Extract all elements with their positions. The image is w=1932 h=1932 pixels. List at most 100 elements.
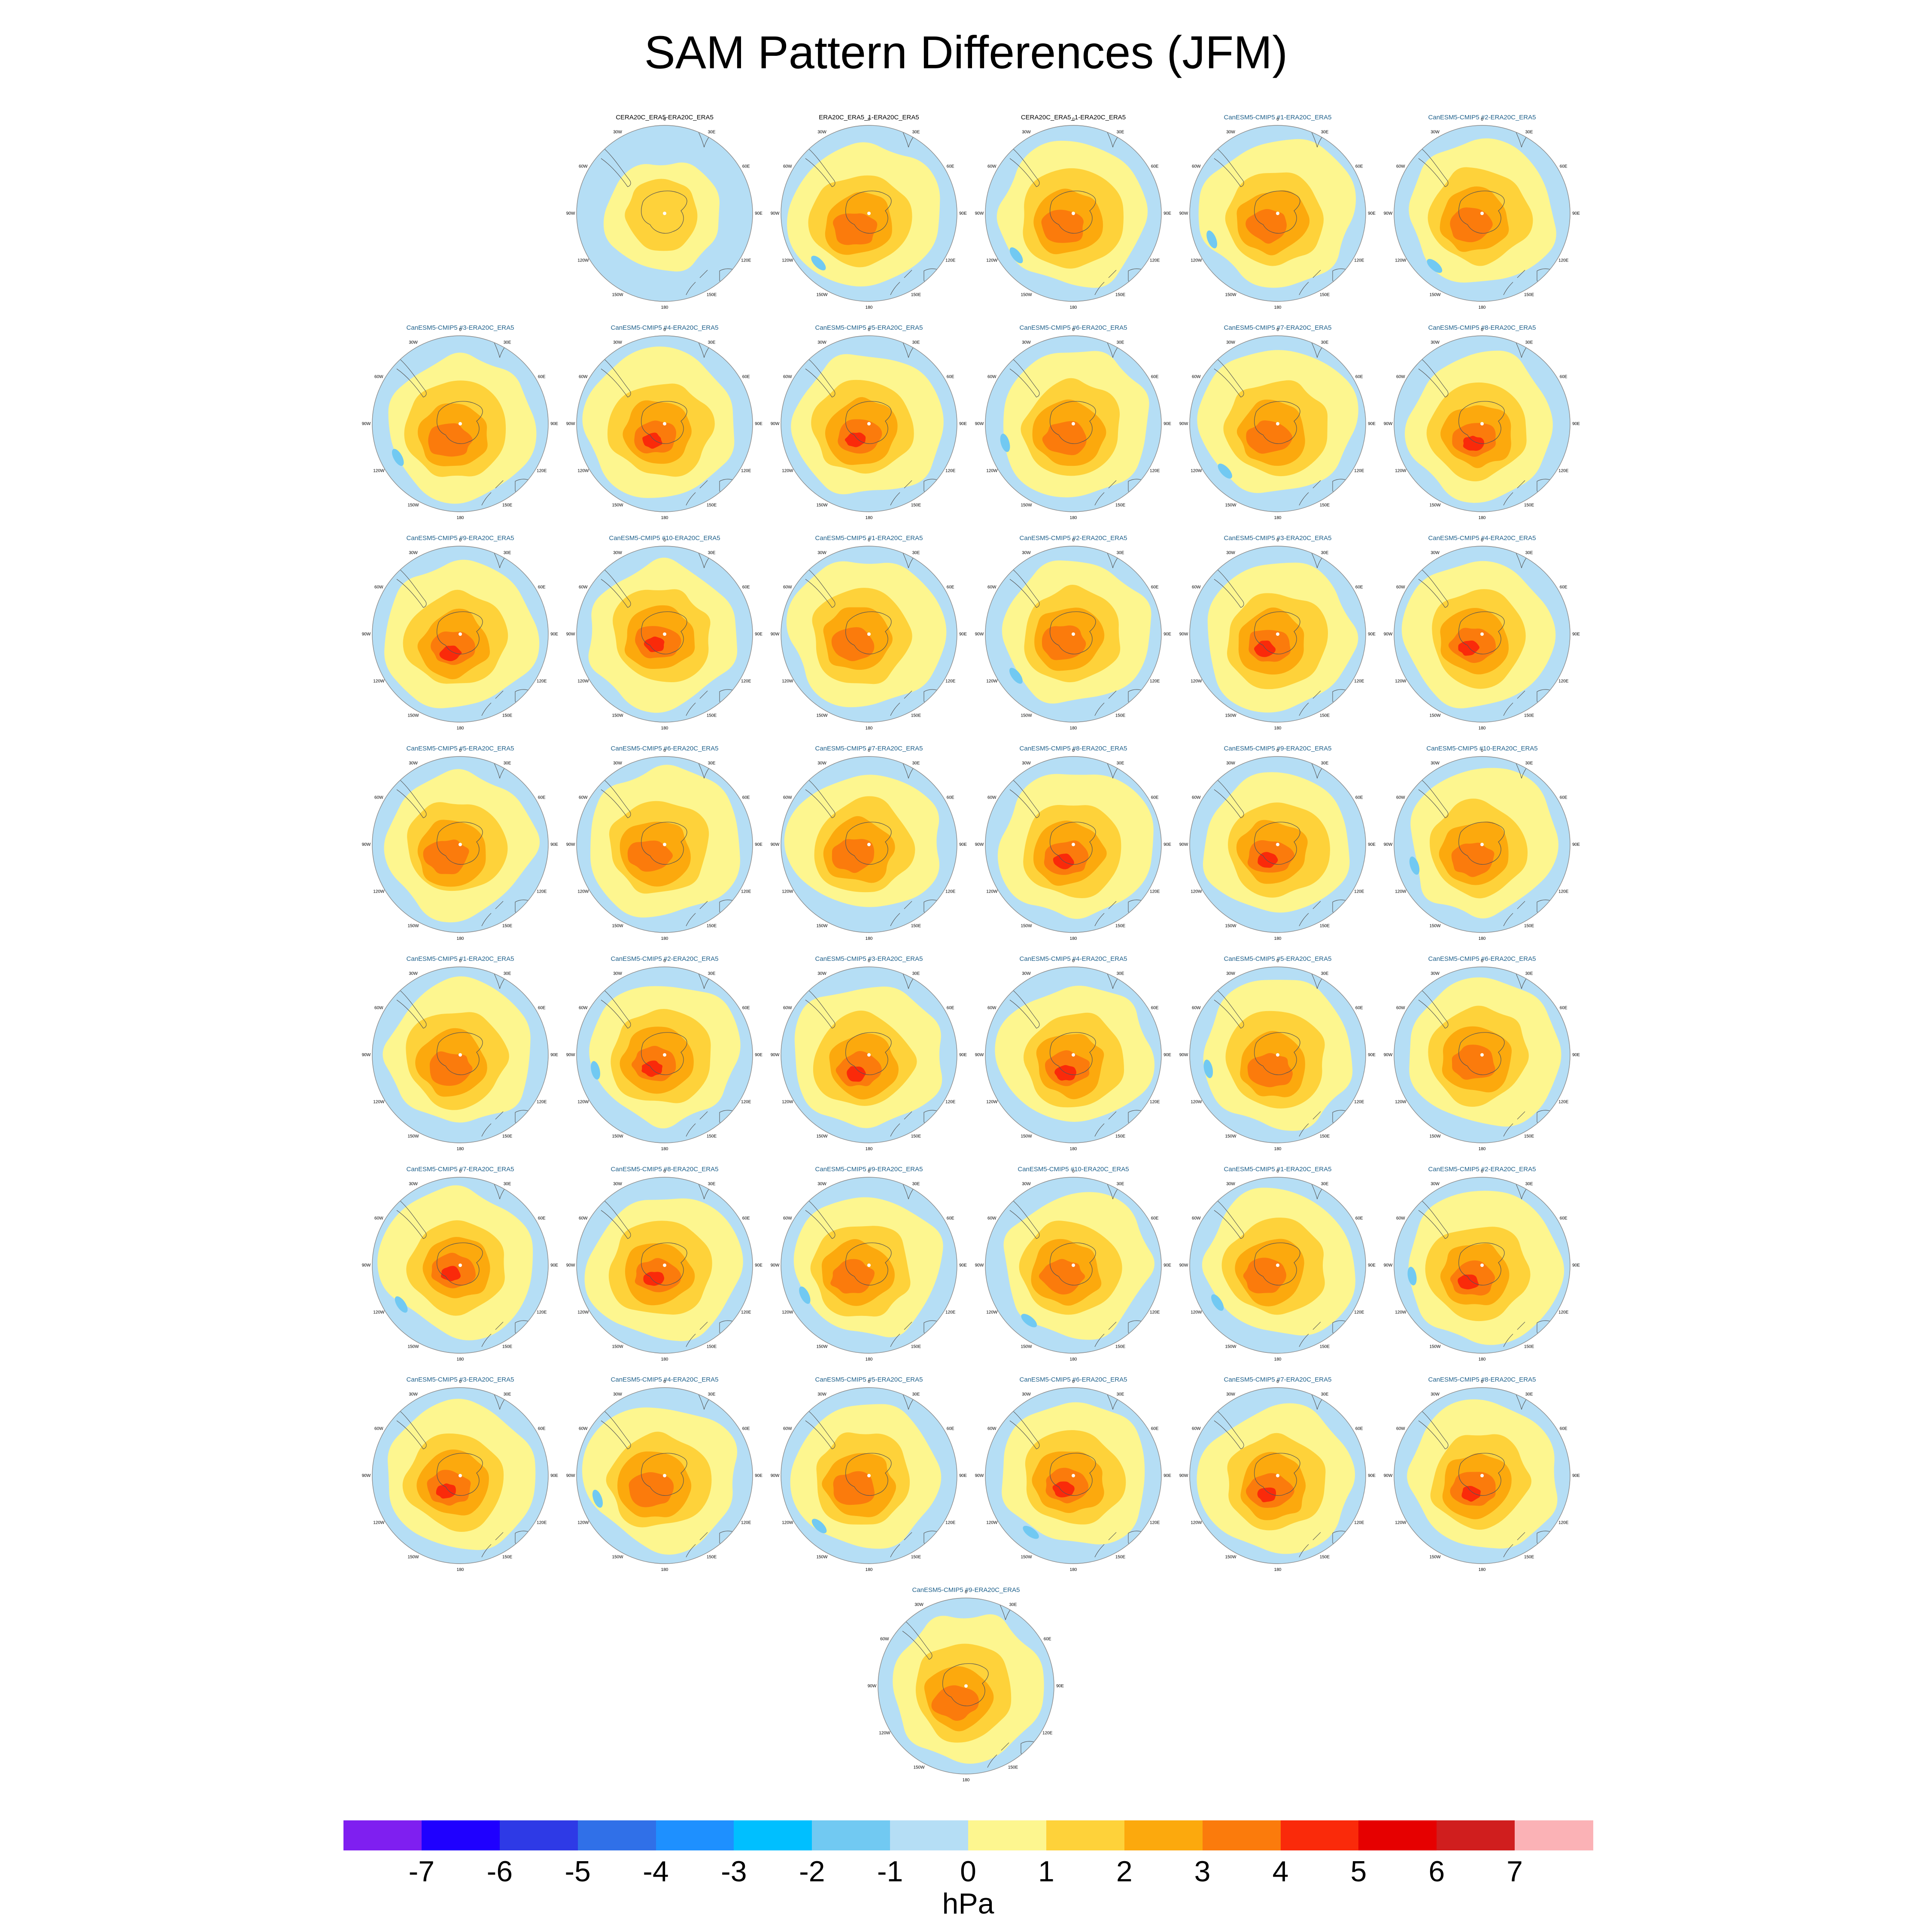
- map-outline: [781, 1387, 957, 1564]
- longitude-label: 120E: [741, 1100, 751, 1105]
- antarctica-coastline: [845, 191, 892, 234]
- longitude-label: 120W: [782, 1521, 793, 1525]
- new-zealand-coastline: [1094, 270, 1117, 295]
- longitude-label: 60W: [783, 1427, 792, 1431]
- longitude-label: 90W: [566, 632, 575, 637]
- longitude-label: 180: [457, 726, 464, 731]
- map-outline: [576, 756, 753, 933]
- negative-patch: [591, 1061, 600, 1080]
- contour-level: [931, 1685, 979, 1721]
- longitude-label: 60W: [1192, 585, 1201, 590]
- map-panel: CanESM5-CMIP5 #8-ERA20C_ERA5 0 30E 60E 90E 12…: [1384, 1376, 1580, 1574]
- longitude-label: 0: [663, 328, 666, 332]
- antarctica-coastline: [1050, 1032, 1096, 1075]
- pole-marker: [1072, 422, 1075, 425]
- longitude-label: 120E: [1150, 469, 1160, 474]
- south-america-coastline: [1214, 780, 1244, 818]
- longitude-label: 60E: [1560, 164, 1567, 169]
- longitude-label: 90W: [1179, 1053, 1188, 1057]
- map-outline: [985, 125, 1162, 302]
- longitude-label: 60W: [987, 1216, 996, 1221]
- new-zealand-coastline: [1503, 1532, 1525, 1558]
- longitude-label: 90W: [868, 1684, 877, 1689]
- longitude-label: 60E: [742, 1427, 750, 1431]
- longitude-label: 30W: [817, 1182, 826, 1186]
- colorbar-cell: [421, 1820, 500, 1850]
- longitude-label: 60W: [1396, 1006, 1405, 1011]
- map-panel: CanESM5-CMIP5 #10-ERA20C_ERA5 0 30E 60E 90E 1…: [1384, 745, 1580, 942]
- longitude-label: 0: [868, 1379, 870, 1384]
- longitude-label: 0: [459, 328, 462, 332]
- pole-marker: [1276, 422, 1279, 425]
- south-america-coastline: [1214, 149, 1244, 187]
- map-outline: [781, 125, 957, 302]
- longitude-label: 180: [1070, 1147, 1077, 1151]
- longitude-label: 120W: [373, 1521, 385, 1525]
- longitude-label: 60W: [987, 1006, 996, 1011]
- map-outline: [1189, 125, 1366, 302]
- longitude-label: 120W: [879, 1731, 890, 1736]
- new-zealand-coastline: [481, 480, 504, 506]
- pole-marker: [867, 422, 871, 425]
- negative-patch: [799, 1286, 811, 1304]
- antarctica-coastline: [1254, 1453, 1300, 1496]
- pole-marker: [663, 1264, 666, 1267]
- longitude-label: 150W: [816, 293, 828, 298]
- longitude-label: 0: [868, 1169, 870, 1174]
- longitude-label: 0: [1481, 117, 1483, 122]
- antarctica-coastline: [1458, 1453, 1505, 1496]
- longitude-label: 120W: [782, 1100, 793, 1105]
- longitude-label: 30E: [504, 550, 511, 555]
- colorbar-tick-label: 6: [1428, 1855, 1445, 1888]
- new-zealand-coastline: [890, 270, 912, 295]
- new-zealand-coastline: [1503, 690, 1525, 716]
- panel-title: CanESM5-CMIP5 #2-ERA20C_ERA5: [1428, 114, 1536, 121]
- longitude-label: 60W: [579, 375, 588, 380]
- pole-marker: [663, 1053, 666, 1057]
- longitude-label: 60E: [1560, 1427, 1567, 1431]
- pole-marker: [1480, 1053, 1484, 1057]
- longitude-label: 60W: [1192, 164, 1201, 169]
- longitude-label: 60E: [1151, 375, 1159, 380]
- pole-marker: [1072, 843, 1075, 846]
- longitude-label: 0: [1481, 1169, 1483, 1174]
- south-america-coastline: [396, 1411, 427, 1449]
- longitude-label: 120W: [577, 469, 589, 474]
- negative-patch: [1000, 434, 1010, 452]
- longitude-label: 90W: [975, 842, 984, 847]
- map-outline: [372, 1387, 549, 1564]
- longitude-label: 30E: [1117, 1392, 1124, 1397]
- map-panel: CanESM5-CMIP5 #7-ERA20C_ERA5 0 30E 60E 90E 12…: [1179, 324, 1376, 522]
- longitude-label: 60E: [538, 796, 546, 800]
- longitude-label: 0: [1276, 959, 1279, 963]
- longitude-label: 30W: [1022, 550, 1031, 555]
- contour-level: [1451, 842, 1495, 877]
- longitude-label: 90W: [362, 632, 371, 637]
- longitude-label: 90W: [1384, 842, 1393, 847]
- colorbar-tick-label: -4: [643, 1855, 669, 1888]
- longitude-label: 60W: [987, 164, 996, 169]
- longitude-label: 90E: [1572, 1473, 1580, 1478]
- longitude-label: 60E: [742, 1216, 750, 1221]
- negative-patch: [1021, 1314, 1037, 1327]
- antarctica-coastline: [1254, 611, 1300, 654]
- new-zealand-coastline: [890, 480, 912, 506]
- longitude-label: 30W: [1226, 1182, 1235, 1186]
- pole-marker: [1072, 1053, 1075, 1057]
- longitude-label: 30E: [708, 1392, 716, 1397]
- polar-map: 0 30E 60E 90E 120E 150E 180 150W 120W 90W 60W 30W: [566, 538, 763, 731]
- panel-title: CanESM5-CMIP5 #9-ERA20C_ERA5: [912, 1586, 1020, 1594]
- longitude-label: 30W: [1431, 971, 1440, 976]
- longitude-label: 150E: [1524, 1345, 1534, 1349]
- map-panel: CanESM5-CMIP5 #6-ERA20C_ERA5 0 30E 60E 90E 12…: [1384, 955, 1580, 1153]
- contour-level: [832, 839, 875, 873]
- longitude-label: 150E: [1115, 293, 1126, 298]
- longitude-label: 120W: [577, 1100, 589, 1105]
- polar-map: 0 30E 60E 90E 120E 150E 180 150W 120W 90W 60W 30W: [1384, 748, 1580, 941]
- map-outline: [1189, 1177, 1366, 1354]
- colorbar-tick-label: -2: [799, 1855, 825, 1888]
- antarctica-coastline: [1050, 191, 1096, 234]
- map-outline: [781, 756, 957, 933]
- longitude-label: 30E: [912, 761, 920, 766]
- antarctica-coastline: [437, 1032, 483, 1075]
